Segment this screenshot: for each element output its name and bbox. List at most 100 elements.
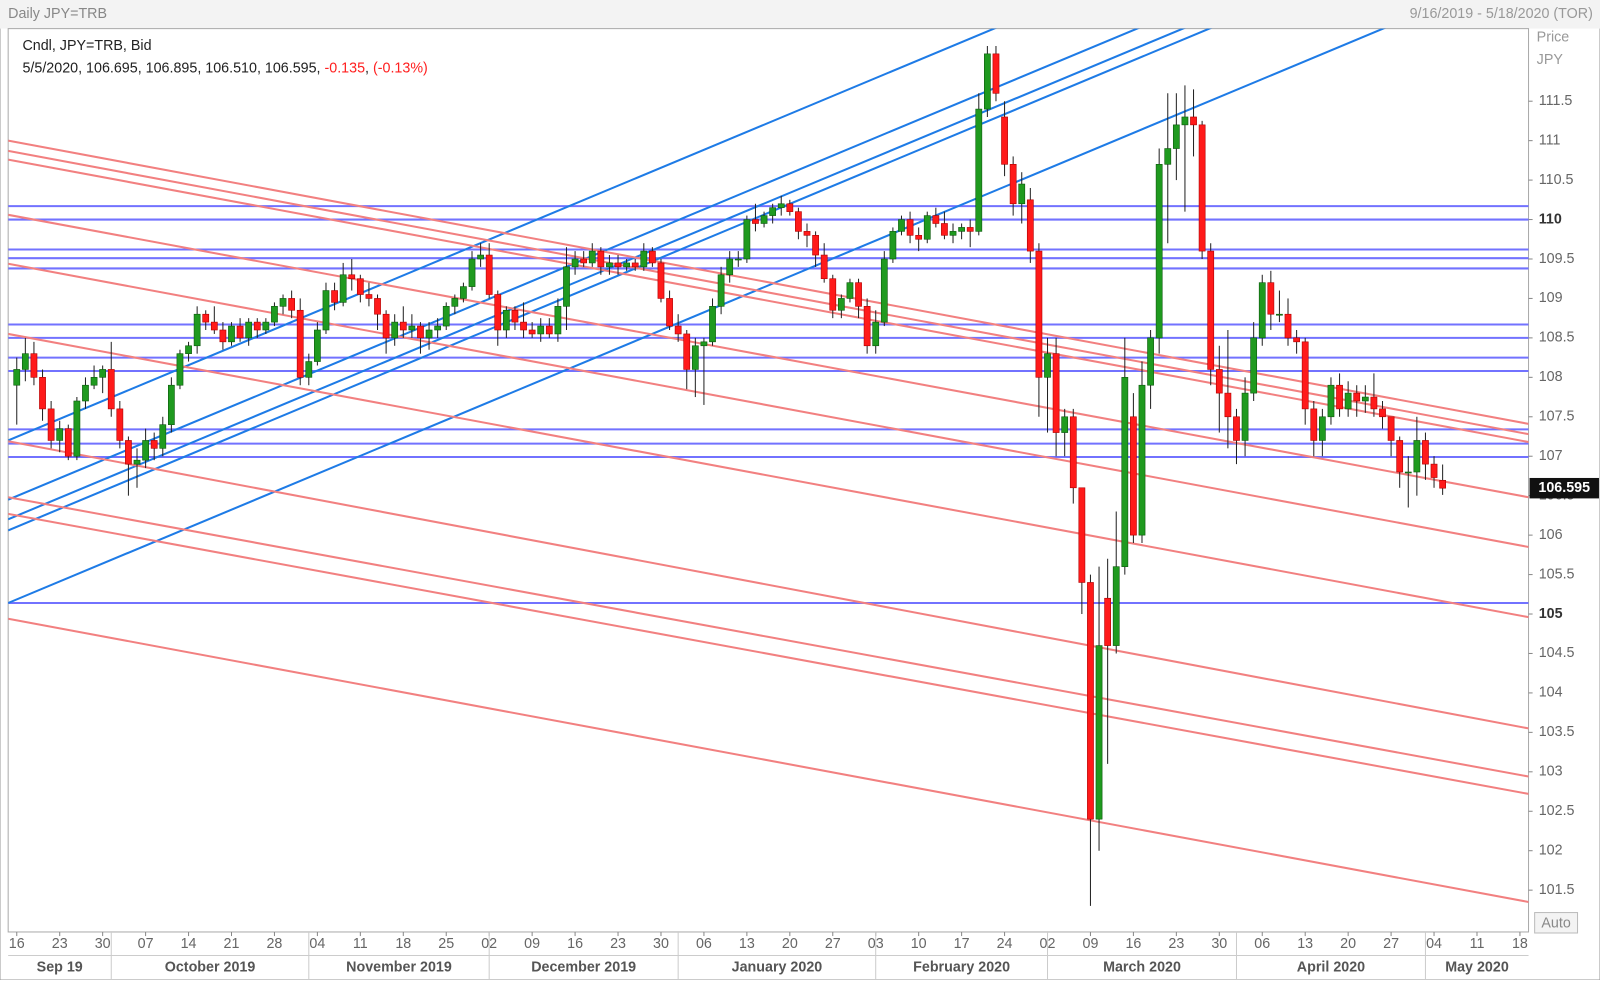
- x-tick-label: 20: [1340, 936, 1356, 952]
- candle-body: [571, 258, 579, 268]
- candle-body: [21, 353, 29, 370]
- y-tick-label: 102: [1539, 842, 1563, 858]
- candle-body: [588, 250, 596, 264]
- candle-body: [391, 321, 399, 339]
- candle-body: [932, 215, 940, 224]
- candle-body: [889, 231, 897, 260]
- candle-body: [1353, 392, 1361, 402]
- month-label: Sep 19: [37, 960, 83, 976]
- legend-value: 106.510: [205, 60, 257, 76]
- auto-button[interactable]: [1534, 912, 1579, 934]
- candle-body: [545, 325, 553, 335]
- x-tick-label: 06: [696, 936, 712, 952]
- candle-body: [520, 321, 527, 331]
- candle-body: [795, 211, 802, 232]
- candle-body: [185, 345, 192, 354]
- trend-line: [8, 496, 1529, 778]
- candle-body: [159, 424, 167, 449]
- plot-area: [7, 28, 1530, 933]
- x-tick-label: 30: [95, 936, 111, 952]
- candle-body: [1319, 416, 1326, 441]
- candle-body: [356, 278, 364, 295]
- candle-body: [1336, 384, 1343, 410]
- trend-line: [8, 512, 1529, 795]
- candle-body: [150, 440, 158, 449]
- candle-body: [133, 459, 141, 465]
- candle-body: [528, 329, 536, 335]
- legend-title: Cndl, JPY=TRB, Bid: [22, 38, 151, 54]
- month-label: October 2019: [165, 960, 256, 976]
- candle-body: [1404, 471, 1412, 474]
- candle-body: [245, 321, 253, 339]
- legend-value: 5/5/2020: [22, 60, 78, 76]
- candle-body: [752, 219, 759, 224]
- x-tick-label: 11: [353, 936, 368, 952]
- candle-body: [1241, 392, 1249, 441]
- candle-body: [331, 290, 338, 303]
- trend-line: [8, 28, 1212, 532]
- candle-body: [1198, 124, 1206, 252]
- candle-body: [1310, 408, 1318, 441]
- candle-body: [709, 306, 716, 343]
- x-tick-label: 21: [224, 936, 240, 952]
- month-label: March 2020: [1103, 960, 1181, 976]
- candle-body: [1258, 282, 1266, 339]
- month-label: January 2020: [732, 960, 823, 976]
- candle-body: [253, 321, 261, 331]
- x-tick-label: 09: [524, 936, 540, 952]
- y-tick-label: 103.5: [1539, 724, 1575, 740]
- plot-layer: [8, 28, 1529, 906]
- candle-body: [262, 321, 270, 331]
- candle-body: [374, 298, 381, 315]
- candle-body: [1035, 250, 1043, 378]
- candle-body: [494, 294, 502, 331]
- candle-body: [597, 250, 605, 268]
- y-tick-label: 105: [1539, 606, 1563, 622]
- candle-body: [1344, 392, 1352, 410]
- candle-body: [1001, 116, 1008, 165]
- trend-line: [8, 28, 997, 442]
- candle-body: [760, 215, 768, 224]
- x-tick-label: 11: [1470, 936, 1485, 952]
- candle-body: [717, 274, 725, 307]
- candle-body: [1121, 377, 1129, 567]
- candle-body: [1396, 440, 1404, 473]
- candle-body: [116, 408, 124, 441]
- candle-body: [1069, 416, 1077, 489]
- candle-body: [142, 440, 149, 461]
- candle-body: [640, 250, 648, 268]
- candle-body: [90, 377, 98, 386]
- candle-body: [1087, 582, 1094, 820]
- y-tick-label: 104.5: [1539, 645, 1575, 661]
- candle-body: [322, 290, 330, 331]
- x-tick-label: 16: [567, 936, 583, 952]
- candle-body: [1078, 487, 1086, 583]
- y-tick-label: 108.5: [1539, 330, 1575, 346]
- candle-body: [1284, 313, 1292, 339]
- candle-body: [700, 341, 708, 347]
- candle-body: [382, 313, 390, 339]
- x-tick-label: 23: [52, 936, 68, 952]
- candle-body: [1301, 341, 1309, 410]
- candle-body: [786, 203, 794, 212]
- candle-body: [365, 294, 373, 299]
- candle-body: [339, 274, 347, 303]
- candle-body: [1224, 392, 1232, 418]
- x-tick-label: 07: [138, 936, 154, 952]
- axis-label: Price: [1537, 30, 1570, 46]
- candle-body: [966, 227, 974, 232]
- candle-body: [1026, 199, 1034, 252]
- candle-body: [829, 278, 837, 311]
- candle-body: [82, 384, 89, 402]
- candle-body: [941, 223, 948, 236]
- y-tick-label: 103: [1539, 764, 1563, 780]
- candle-body: [1112, 566, 1120, 646]
- candle-body: [683, 333, 691, 370]
- x-tick-label: 25: [438, 936, 454, 952]
- candle-body: [1164, 148, 1172, 165]
- y-tick-label: 107.5: [1539, 409, 1575, 425]
- candle-body: [906, 219, 914, 236]
- y-tick-label: 109.5: [1539, 251, 1575, 267]
- candle-body: [1387, 416, 1395, 441]
